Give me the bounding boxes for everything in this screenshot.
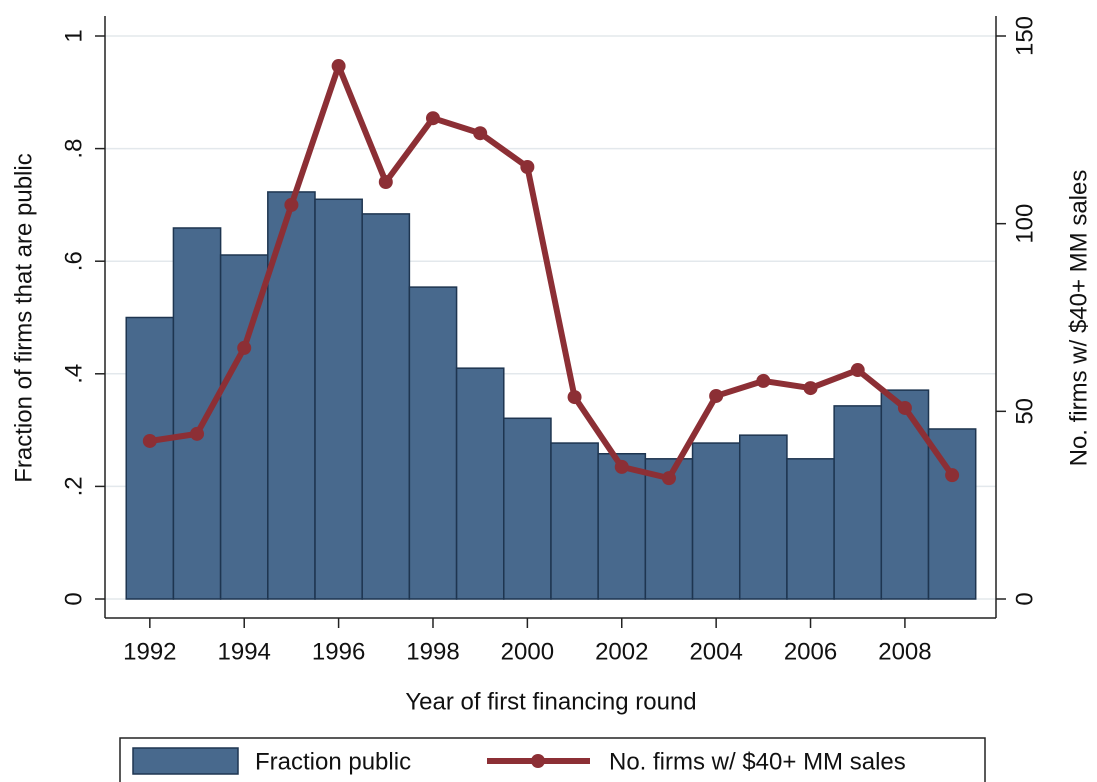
bar [408,286,458,600]
x-tick-label: 2004 [689,638,742,665]
line-marker [803,381,818,396]
y-tick-label: 0 [60,592,87,605]
line-marker [425,111,440,126]
legend-swatch [132,747,239,775]
line-marker [142,433,157,448]
line-marker [614,459,629,474]
legend-marker [531,754,545,768]
line-marker [661,471,676,486]
legend-label: Fraction public [255,748,411,775]
y2-tick-label: 100 [1011,204,1038,244]
line-marker [945,468,960,483]
bar [786,458,835,600]
y-tick-label: 1 [60,29,87,42]
bar [833,405,883,600]
line-marker [284,197,299,212]
bar [738,434,788,600]
line-marker [190,426,205,441]
y2-tick-label: 50 [1011,398,1038,425]
x-tick-label: 1998 [406,638,459,665]
y-tick-label: .6 [60,251,87,271]
y-tick-label: .8 [60,139,87,159]
line-marker [567,390,582,405]
line-marker [473,126,488,141]
x-tick-label: 1992 [123,638,176,665]
line-marker [709,388,724,403]
line-marker [331,59,346,74]
legend-label: No. firms w/ $40+ MM sales [609,748,906,775]
line-marker [850,363,865,378]
y2-tick-label: 0 [1011,592,1038,605]
bar [691,442,741,600]
x-axis-label: Year of first financing round [405,688,696,715]
y-axis-label: Fraction of firms that are public [10,153,37,482]
bar [455,367,505,600]
bar [597,452,647,600]
bar [314,198,363,600]
line-marker [520,159,535,174]
bar [125,316,175,600]
x-tick-label: 1996 [312,638,365,665]
line [149,63,955,482]
x-tick-label: 1994 [218,638,271,665]
x-tick-label: 2008 [878,638,931,665]
bar [503,417,552,600]
line-marker [378,175,393,190]
bar [550,442,599,600]
y2-axis-label: No. firms w/ $40+ MM sales [1065,170,1092,467]
x-tick-label: 2006 [784,638,837,665]
line-marker [897,400,912,415]
bar [361,213,411,600]
line-marker [237,340,252,355]
bar [219,254,269,600]
x-tick-label: 2000 [501,638,554,665]
y2-tick-label: 150 [1011,16,1038,56]
y-tick-label: .4 [60,364,87,384]
bar [172,227,222,600]
line-marker [756,373,771,388]
x-tick-label: 2002 [595,638,648,665]
y-tick-label: .2 [60,476,87,496]
bar [880,389,930,600]
